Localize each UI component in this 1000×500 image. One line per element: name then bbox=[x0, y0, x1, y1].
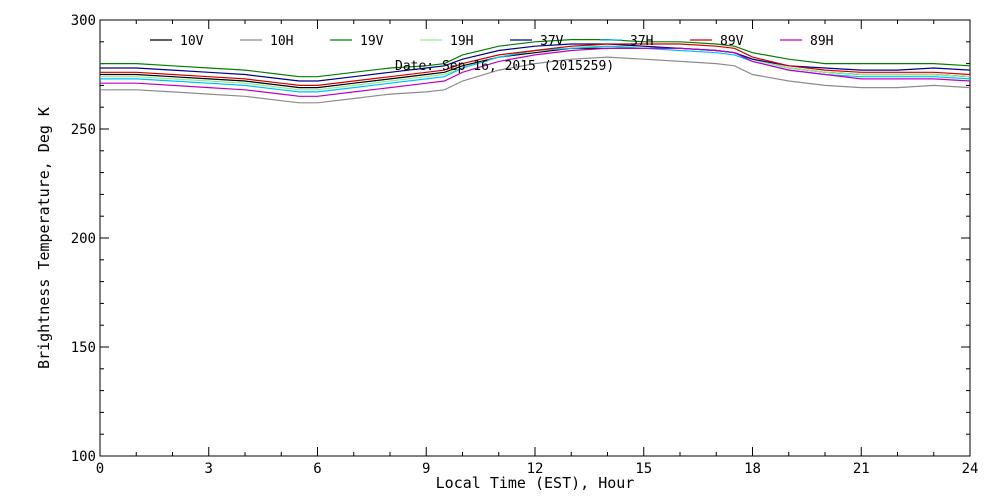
legend-label-10v: 10V bbox=[180, 34, 204, 49]
y-tick-label: 250 bbox=[71, 122, 96, 138]
x-tick-label: 9 bbox=[422, 461, 430, 477]
series-line-89v bbox=[100, 43, 971, 87]
x-tick-label: 24 bbox=[962, 461, 979, 477]
x-tick-label: 6 bbox=[313, 461, 321, 477]
legend-label-19h: 19H bbox=[450, 34, 473, 49]
legend-label-37h: 37H bbox=[630, 34, 653, 49]
legend-label-37v: 37V bbox=[540, 34, 564, 49]
x-tick-label: 21 bbox=[853, 461, 870, 477]
series-line-89h bbox=[100, 47, 971, 97]
legend-label-10h: 10H bbox=[270, 34, 293, 49]
y-tick-label: 100 bbox=[71, 449, 96, 465]
legend: 10V 10H 19V 19H 37V 37H 89V 89H bbox=[150, 34, 833, 49]
x-tick-label: 0 bbox=[96, 461, 104, 477]
date-annotation: Date: Sep 16, 2015 (2015259) bbox=[395, 59, 614, 74]
series-line-37v bbox=[100, 43, 971, 82]
legend-label-89v: 89V bbox=[720, 34, 744, 49]
x-axis-label: Local Time (EST), Hour bbox=[436, 474, 635, 492]
y-axis-label: Brightness Temperature, Deg K bbox=[35, 107, 53, 369]
axis-ticks bbox=[99, 19, 971, 457]
series-line-10h bbox=[100, 56, 971, 104]
plot-frame bbox=[99, 19, 971, 457]
x-tick-label: 15 bbox=[635, 461, 652, 477]
axis-tick-labels: 0 3 6 9 12 15 18 21 24 100 150 200 250 300 bbox=[71, 13, 979, 477]
x-tick-label: 12 bbox=[527, 461, 544, 477]
legend-label-19v: 19V bbox=[360, 34, 384, 49]
series-lines bbox=[100, 38, 971, 104]
y-tick-label: 300 bbox=[71, 13, 96, 29]
y-tick-label: 150 bbox=[71, 340, 96, 356]
series-line-19v bbox=[100, 38, 971, 78]
x-tick-label: 18 bbox=[744, 461, 761, 477]
x-tick-label: 3 bbox=[205, 461, 213, 477]
y-tick-label: 200 bbox=[71, 231, 96, 247]
legend-label-89h: 89H bbox=[810, 34, 833, 49]
